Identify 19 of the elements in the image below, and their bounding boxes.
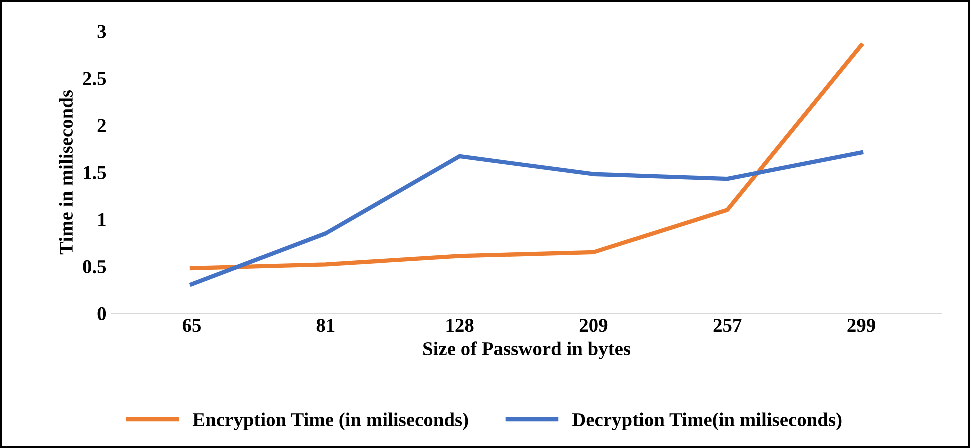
y-axis-title: Time in miliseconds <box>59 90 73 255</box>
x-axis-title: Size of Password in bytes <box>424 342 631 360</box>
x-tick-label: 65 <box>182 319 202 332</box>
line-series <box>190 43 864 271</box>
y-tick-label: 3 <box>98 25 106 38</box>
x-tick-label: 209 <box>580 319 608 332</box>
y-tick-label: 0.5 <box>83 260 106 274</box>
x-tick-label: 257 <box>714 319 742 332</box>
x-tick-label: 128 <box>446 319 474 332</box>
y-tick-label: 2 <box>98 119 106 132</box>
x-tick-label: 299 <box>848 319 876 332</box>
legend-label: Decryption Time(in miliseconds) <box>572 412 842 430</box>
y-tick-label: 2.5 <box>83 72 106 86</box>
legend-label: Encryption Time (in miliseconds) <box>192 412 468 430</box>
line-series <box>190 150 864 287</box>
y-tick-label: 1 <box>98 213 106 226</box>
x-tick-label: 81 <box>316 319 335 332</box>
y-tick-label: 1.5 <box>84 166 106 180</box>
y-tick-label: 0 <box>98 307 106 321</box>
